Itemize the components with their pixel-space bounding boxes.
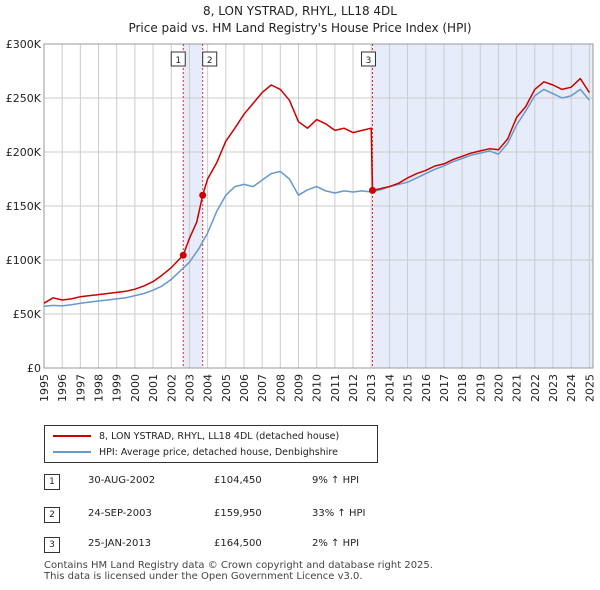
plot-border	[43, 43, 594, 369]
x-tick-label: 2007	[256, 374, 269, 402]
x-tick-label: 2001	[147, 374, 160, 402]
x-tick-label: 2010	[311, 374, 324, 402]
x-tick-label: 2017	[438, 374, 451, 402]
y-tick-label: £100K	[6, 254, 42, 267]
sale-hpi-diff: 9% ↑ HPI	[312, 475, 360, 486]
x-tick-label: 2002	[165, 374, 178, 402]
legend-label-price: 8, LON YSTRAD, RHYL, LL18 4DL (detached …	[99, 430, 340, 442]
x-tick-label: 2020	[492, 374, 505, 402]
legend-item-price: 8, LON YSTRAD, RHYL, LL18 4DL (detached …	[53, 429, 339, 443]
x-tick-label: 2006	[238, 374, 251, 402]
x-tick-label: 2014	[383, 374, 396, 402]
footer-line-1: Contains HM Land Registry data © Crown c…	[44, 560, 433, 571]
y-tick-label: £0	[27, 362, 41, 375]
table-row: 3 25-JAN-2013 £164,500 2% ↑ HPI	[44, 537, 564, 555]
x-tick-label: 2025	[583, 374, 596, 402]
footer-attribution: Contains HM Land Registry data © Crown c…	[44, 560, 433, 582]
y-tick-label: £250K	[6, 92, 42, 105]
sale-point-1	[179, 251, 187, 259]
sale-point-3	[368, 186, 376, 194]
sale-date: 24-SEP-2003	[88, 508, 152, 519]
sale-hpi-diff: 33% ↑ HPI	[312, 508, 366, 519]
y-tick-label: £50K	[13, 308, 42, 321]
x-tick-label: 2009	[293, 374, 306, 402]
x-tick-label: 2000	[129, 374, 142, 402]
x-tick-label: 1998	[93, 374, 106, 402]
y-tick-label: £300K	[6, 38, 42, 51]
x-tick-label: 2018	[456, 374, 469, 402]
sale-price: £164,500	[214, 538, 262, 549]
sale-label-box-1	[170, 51, 186, 67]
x-tick-label: 2012	[347, 374, 360, 402]
x-tick-label: 2019	[474, 374, 487, 402]
sale-price: £159,950	[214, 508, 262, 519]
sale-date: 25-JAN-2013	[88, 538, 152, 549]
sale-number-badge: 3	[44, 537, 60, 553]
x-tick-label: 2004	[202, 374, 215, 402]
x-tick-label: 1997	[74, 374, 87, 402]
x-tick-label: 2024	[565, 374, 578, 402]
x-tick-label: 2003	[183, 374, 196, 402]
table-row: 1 30-AUG-2002 £104,450 9% ↑ HPI	[44, 474, 564, 492]
x-tick-label: 2021	[511, 374, 524, 402]
sale-label-box-3	[360, 51, 376, 67]
sale-number-badge: 1	[44, 474, 60, 490]
x-tick-label: 2011	[329, 374, 342, 402]
sale-point-2	[199, 191, 207, 199]
sale-label-1: 1	[175, 56, 181, 66]
x-tick-label: 2013	[365, 374, 378, 402]
sale-date: 30-AUG-2002	[88, 475, 156, 486]
y-tick-label: £150K	[6, 200, 42, 213]
x-tick-label: 2008	[274, 374, 287, 402]
table-row: 2 24-SEP-2003 £159,950 33% ↑ HPI	[44, 507, 564, 525]
sale-label-2: 2	[207, 56, 213, 66]
sale-label-box-2	[202, 51, 218, 67]
sale-label-3: 3	[366, 56, 372, 66]
legend-swatch-price	[53, 435, 91, 437]
hpi-line	[43, 88, 590, 308]
sale-hpi-diff: 2% ↑ HPI	[312, 538, 360, 549]
sale-number-badge: 2	[44, 507, 60, 523]
x-tick-label: 1996	[56, 374, 69, 402]
x-tick-label: 1995	[38, 374, 51, 402]
x-tick-label: 1999	[111, 374, 124, 402]
legend-label-hpi: HPI: Average price, detached house, Denb…	[99, 446, 338, 458]
price-chart: 1995 1996 1997 1998 1999 2000 2001 2002 2003 2004…	[6, 38, 597, 402]
x-tick-label: 2022	[529, 374, 542, 402]
price-paid-line	[43, 77, 591, 304]
footer-line-2: This data is licensed under the Open Gov…	[44, 571, 363, 582]
x-tick-label: 2023	[547, 374, 560, 402]
chart-subtitle: Price paid vs. HM Land Registry's House …	[128, 21, 472, 35]
legend-item-hpi: HPI: Average price, detached house, Denb…	[53, 445, 338, 459]
legend-swatch-hpi	[53, 451, 91, 453]
x-tick-label: 2005	[220, 374, 233, 402]
x-tick-label: 2016	[420, 374, 433, 402]
x-tick-label: 2015	[402, 374, 415, 402]
legend: 8, LON YSTRAD, RHYL, LL18 4DL (detached …	[44, 425, 378, 463]
sale-price: £104,450	[214, 475, 262, 486]
y-tick-label: £200K	[6, 146, 42, 159]
chart-title: 8, LON YSTRAD, RHYL, LL18 4DL	[203, 4, 397, 18]
